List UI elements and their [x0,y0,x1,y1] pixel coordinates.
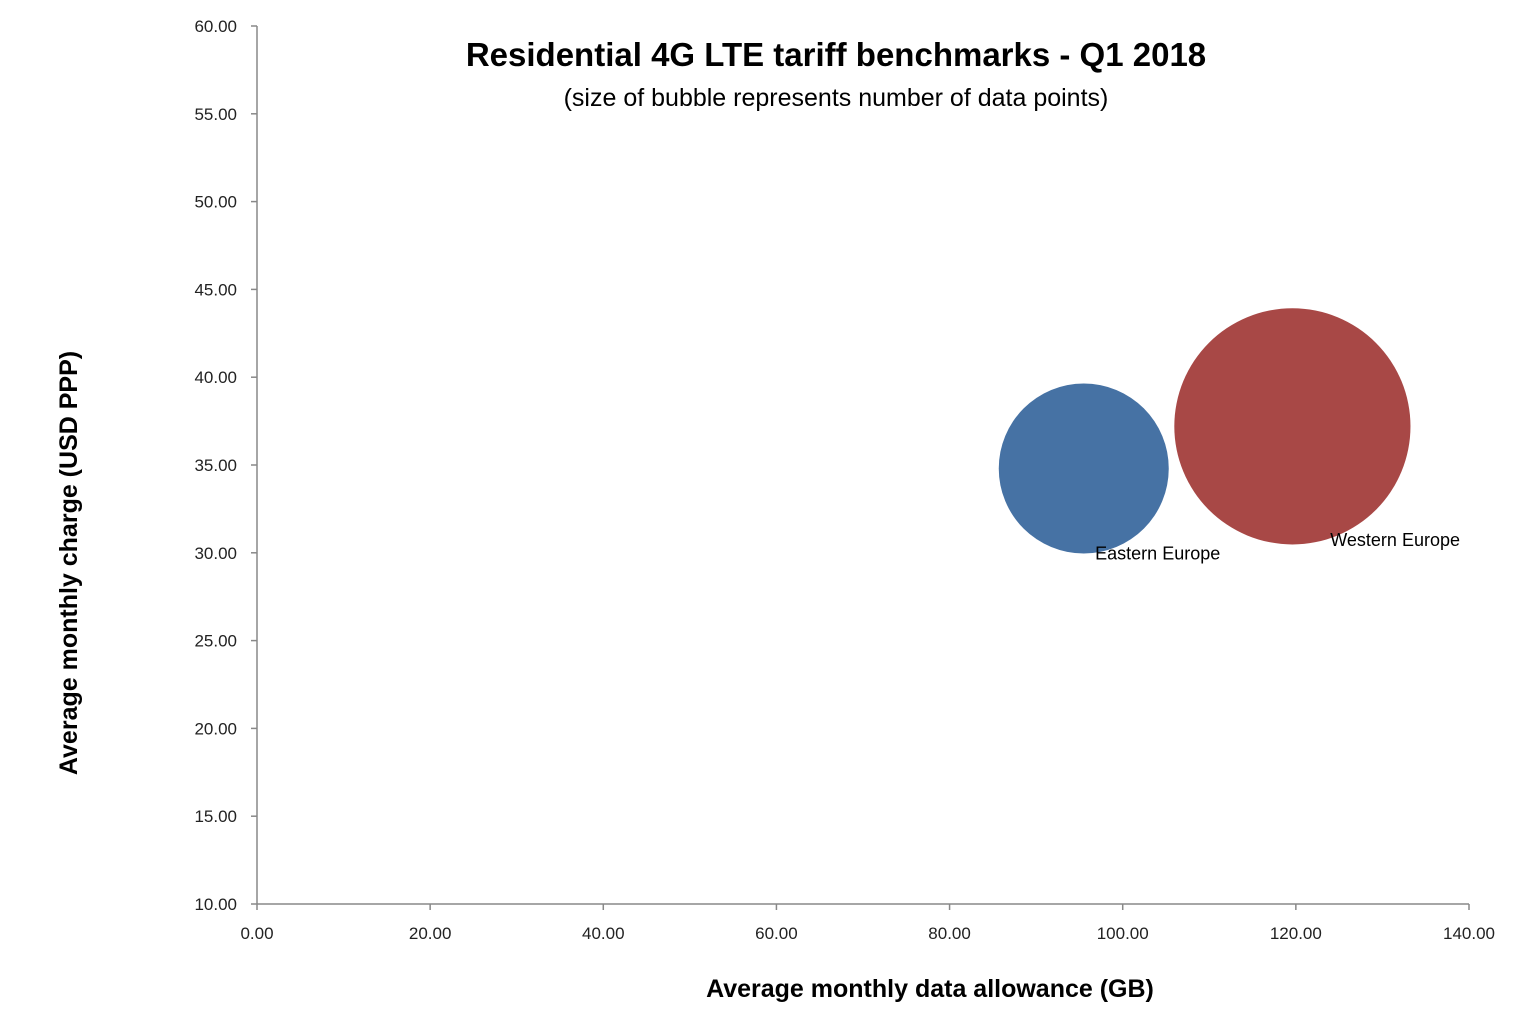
bubble-western-europe [1174,308,1411,545]
y-tick-label: 35.00 [194,456,237,475]
y-tick-label: 30.00 [194,544,237,563]
y-tick-label: 60.00 [194,17,237,36]
y-tick-label: 40.00 [194,368,237,387]
x-tick-label: 80.00 [928,924,971,943]
chart-title: Residential 4G LTE tariff benchmarks - Q… [466,36,1206,73]
x-tick-label: 60.00 [755,924,798,943]
y-axis-title: Average monthly charge (USD PPP) [55,351,83,775]
y-tick-label: 10.00 [194,895,237,914]
x-axis-title: Average monthly data allowance (GB) [706,975,1154,1003]
y-tick-label: 20.00 [194,719,237,738]
y-tick-label: 55.00 [194,105,237,124]
y-tick-label: 25.00 [194,632,237,651]
y-tick-label: 45.00 [194,280,237,299]
bubble-eastern-europe [998,383,1169,554]
x-tick-label: 20.00 [409,924,452,943]
x-tick-label: 40.00 [582,924,625,943]
x-tick-label: 120.00 [1270,924,1322,943]
bubble-label-eastern-europe: Eastern Europe [1095,543,1220,563]
chart-subtitle: (size of bubble represents number of dat… [564,84,1109,112]
x-tick-label: 140.00 [1443,924,1495,943]
y-tick-label: 50.00 [194,193,237,212]
x-tick-label: 0.00 [240,924,273,943]
y-tick-label: 15.00 [194,807,237,826]
x-tick-label: 100.00 [1097,924,1149,943]
bubble-label-western-europe: Western Europe [1330,530,1460,550]
